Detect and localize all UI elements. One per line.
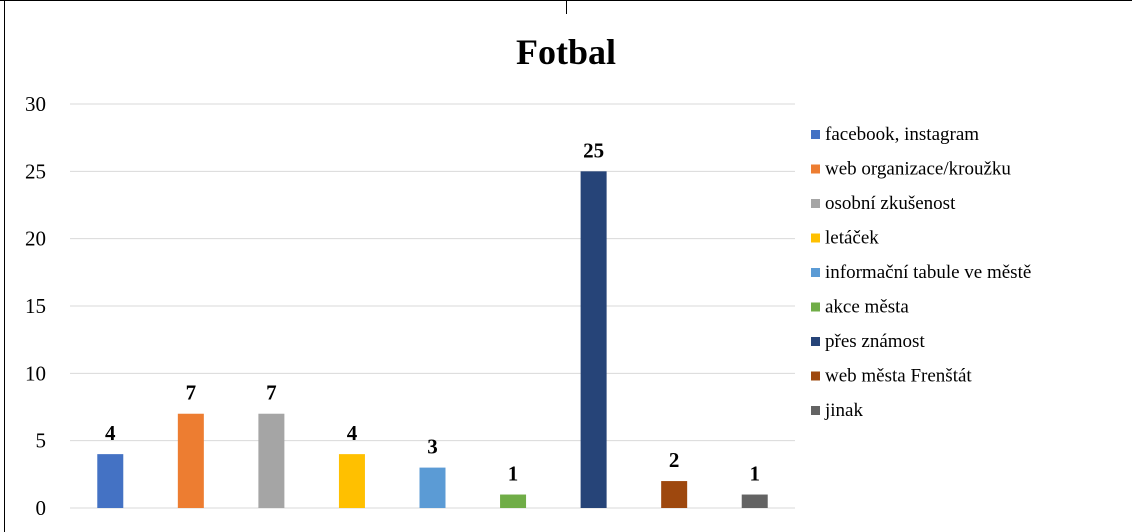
data-labels: 4 7 7 4 3 1 25 2 1 bbox=[105, 138, 760, 485]
legend-swatch bbox=[811, 233, 820, 243]
legend-entry: přes známost bbox=[825, 331, 925, 352]
bar-2 bbox=[177, 413, 204, 508]
bar-1 bbox=[97, 454, 124, 508]
data-label: 1 bbox=[508, 462, 519, 486]
data-label: 4 bbox=[105, 421, 116, 445]
legend-entry: letáček bbox=[825, 228, 879, 249]
legend-swatch bbox=[811, 406, 820, 415]
data-label: 3 bbox=[427, 435, 438, 459]
bar-3 bbox=[258, 413, 285, 508]
legend-swatch bbox=[811, 371, 820, 381]
legend-swatch bbox=[811, 199, 820, 208]
data-label: 25 bbox=[583, 138, 604, 162]
data-label: 2 bbox=[669, 448, 680, 472]
bar-5 bbox=[419, 467, 446, 508]
chart-title: Fotbal bbox=[516, 32, 616, 72]
legend-entry: jinak bbox=[824, 400, 863, 421]
bars bbox=[97, 171, 768, 509]
y-tick-label: 15 bbox=[25, 294, 46, 318]
bar-9 bbox=[741, 494, 768, 508]
legend-swatch bbox=[811, 302, 820, 312]
bar-4 bbox=[338, 454, 365, 508]
data-label: 7 bbox=[266, 381, 277, 405]
data-label: 4 bbox=[347, 421, 358, 445]
legend-entry: facebook, instagram bbox=[825, 124, 979, 145]
legend-entry: web města Frenštát bbox=[825, 366, 972, 387]
legend-entry: osobní zkušenost bbox=[825, 193, 956, 214]
legend-swatch bbox=[811, 337, 820, 346]
y-tick-label: 20 bbox=[25, 227, 46, 251]
legend-entry: web organizace/kroužku bbox=[825, 159, 1011, 180]
y-tick-label: 30 bbox=[25, 92, 46, 116]
legend-swatch bbox=[811, 130, 820, 139]
data-label: 1 bbox=[749, 462, 760, 486]
legend-swatch bbox=[811, 164, 820, 174]
bar-8 bbox=[661, 481, 688, 508]
y-axis: 0 5 10 15 20 25 30 bbox=[25, 92, 46, 520]
table-border-left bbox=[4, 0, 5, 532]
legend: facebook, instagram web organizace/kroužk… bbox=[811, 124, 1031, 421]
y-tick-label: 5 bbox=[36, 429, 47, 453]
bar-6 bbox=[500, 494, 527, 508]
bar-7 bbox=[580, 171, 607, 509]
y-tick-label: 0 bbox=[36, 496, 47, 520]
legend-swatch bbox=[811, 268, 820, 277]
y-tick-label: 25 bbox=[25, 159, 46, 183]
legend-entry: informační tabule ve městě bbox=[825, 262, 1031, 283]
legend-entry: akce města bbox=[825, 297, 909, 318]
data-label: 7 bbox=[186, 381, 197, 405]
y-tick-label: 10 bbox=[25, 361, 46, 385]
table-border-middle bbox=[566, 0, 567, 14]
